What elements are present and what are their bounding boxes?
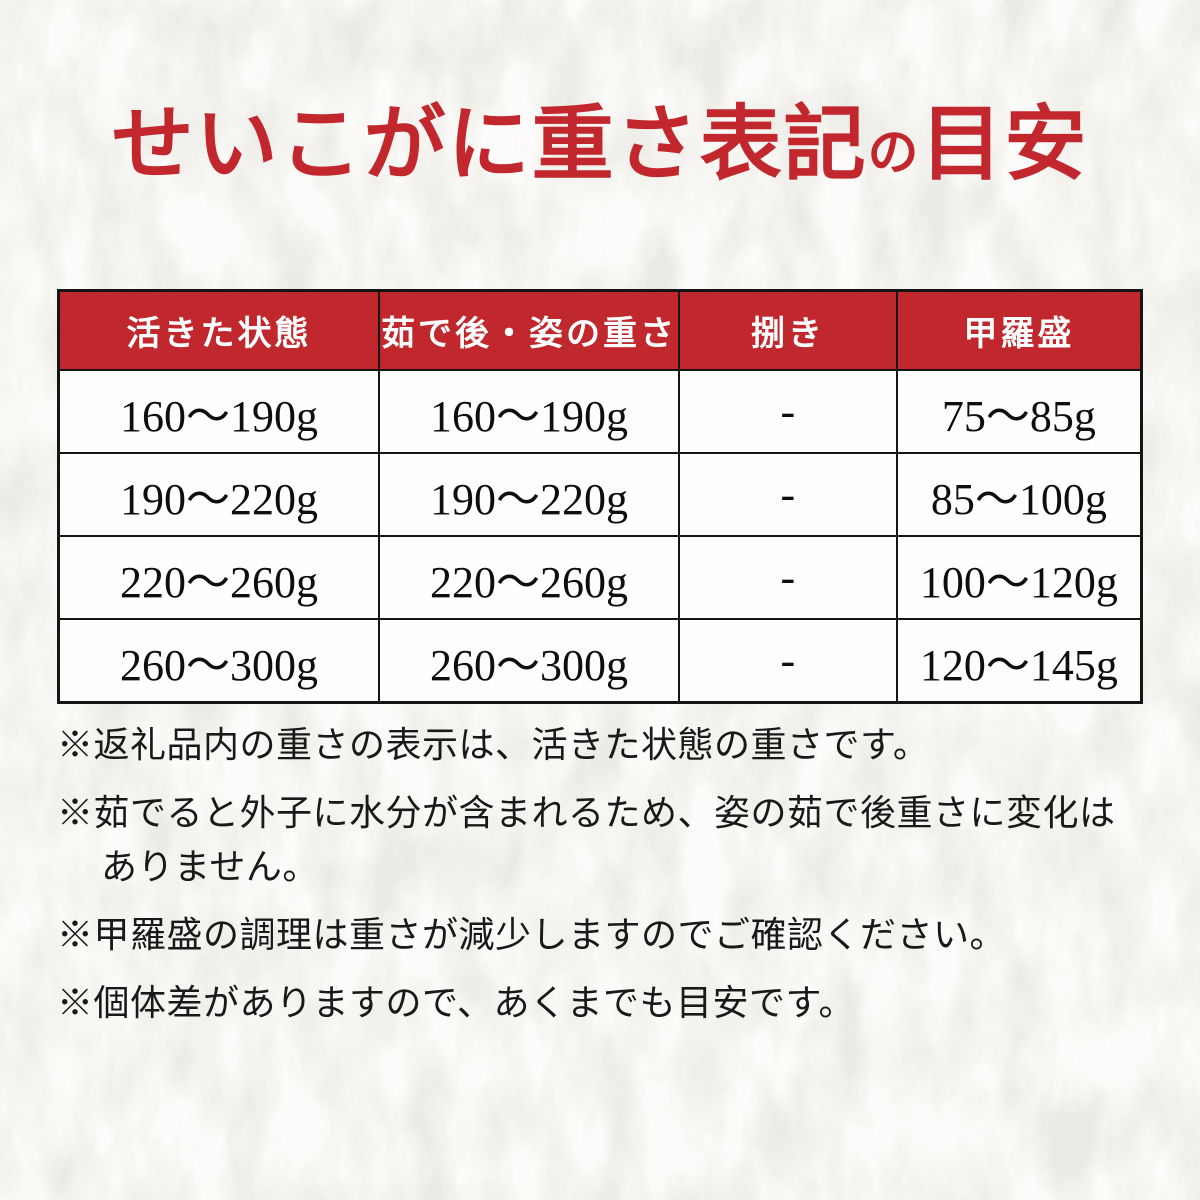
table-cell: 160～190g [378, 369, 681, 454]
table-cell: 85～100g [895, 452, 1143, 537]
table-cell: - [678, 369, 898, 454]
title-particle: の [867, 124, 921, 181]
footnote-boiled-weight: ※茹でると外子に水分が含まれるため、姿の茹で後重さに変化はありません。 [57, 792, 1116, 888]
column-header-cut: 捌き [678, 289, 898, 371]
column-header-boiled-whole-weight: 茹で後・姿の重さ [378, 289, 681, 371]
table-cell: 160～190g [57, 369, 381, 454]
table-cell: 100～120g [895, 535, 1143, 620]
footnote-live-weight: ※返礼品内の重さの表示は、活きた状態の重さです。 [57, 725, 930, 765]
weight-table-container: 活きた状態 茹で後・姿の重さ 捌き 甲羅盛 160～190g 160～190g … [57, 289, 1143, 704]
table-cell: 260～300g [378, 618, 681, 704]
table-row: 260～300g 260～300g - 120～145g [57, 618, 1143, 704]
column-header-koramori: 甲羅盛 [895, 289, 1143, 371]
table-row: 190～220g 190～220g - 85～100g [57, 452, 1143, 537]
table-header-row: 活きた状態 茹で後・姿の重さ 捌き 甲羅盛 [57, 289, 1143, 371]
footnote-koramori-weight: ※甲羅盛の調理は重さが減少しますのでご確認ください。 [57, 915, 1007, 956]
table-cell: 220～260g [57, 535, 381, 620]
page-title: せいこがに重さ表記の目安 [0, 96, 1200, 194]
title-end: 目安 [920, 99, 1089, 190]
table-cell: 120～145g [895, 618, 1143, 704]
table-row: 220～260g 220～260g - 100～120g [57, 535, 1143, 620]
table-cell: 190～220g [378, 452, 681, 537]
table-cell: - [678, 535, 898, 620]
weight-table: 活きた状態 茹で後・姿の重さ 捌き 甲羅盛 160～190g 160～190g … [57, 289, 1143, 704]
column-header-live-state: 活きた状態 [57, 289, 381, 371]
table-cell: 75～85g [895, 369, 1143, 454]
table-row: 160～190g 160～190g - 75～85g [57, 369, 1143, 454]
title-main: せいこがに重さ表記 [111, 99, 868, 190]
table-cell: 260～300g [57, 618, 381, 704]
footnote-individual-difference: ※個体差がありますので、あくまでも目安です。 [57, 982, 855, 1023]
table-cell: 220～260g [378, 535, 681, 620]
table-cell: - [678, 618, 898, 704]
table-cell: 190～220g [57, 452, 381, 537]
footnotes-list: ※返礼品内の重さの表示は、活きた状態の重さです。 ※茹でると外子に水分が含まれる… [57, 718, 1147, 1044]
table-cell: - [678, 452, 898, 537]
